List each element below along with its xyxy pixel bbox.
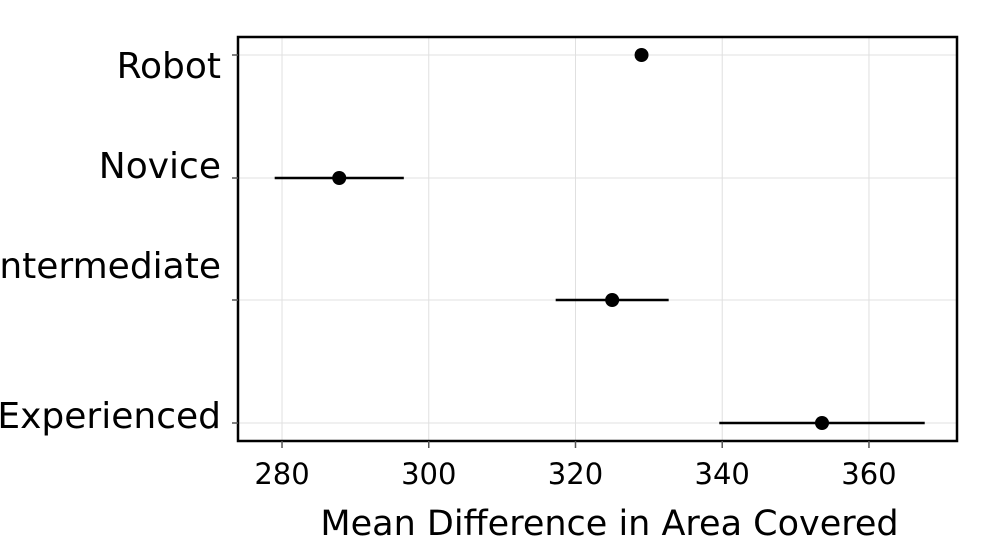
point-layer [332, 48, 830, 430]
category-labels: Robot Novice Intermediate Experienced [0, 46, 221, 437]
category-label: Experienced [0, 396, 221, 437]
x-axis-title: Mean Difference in Area Covered [320, 504, 898, 544]
x-tick-labels: 280 300 320 340 360 [254, 457, 896, 491]
x-tick-label: 340 [695, 457, 750, 491]
category-label: Robot [117, 46, 221, 87]
plot-frame [236, 35, 959, 443]
y-tick-layer [232, 54, 238, 424]
data-point [634, 48, 649, 62]
data-point [605, 293, 620, 307]
x-tick-label: 280 [254, 457, 309, 491]
category-label: Intermediate [0, 246, 221, 287]
data-point [815, 416, 830, 430]
x-tick-label: 300 [401, 457, 456, 491]
category-label: Novice [99, 146, 221, 187]
x-tick-layer [281, 441, 870, 448]
x-tick-label: 320 [548, 457, 603, 491]
x-tick-label: 360 [841, 457, 896, 491]
grid-layer [238, 37, 957, 441]
data-point [332, 171, 347, 185]
